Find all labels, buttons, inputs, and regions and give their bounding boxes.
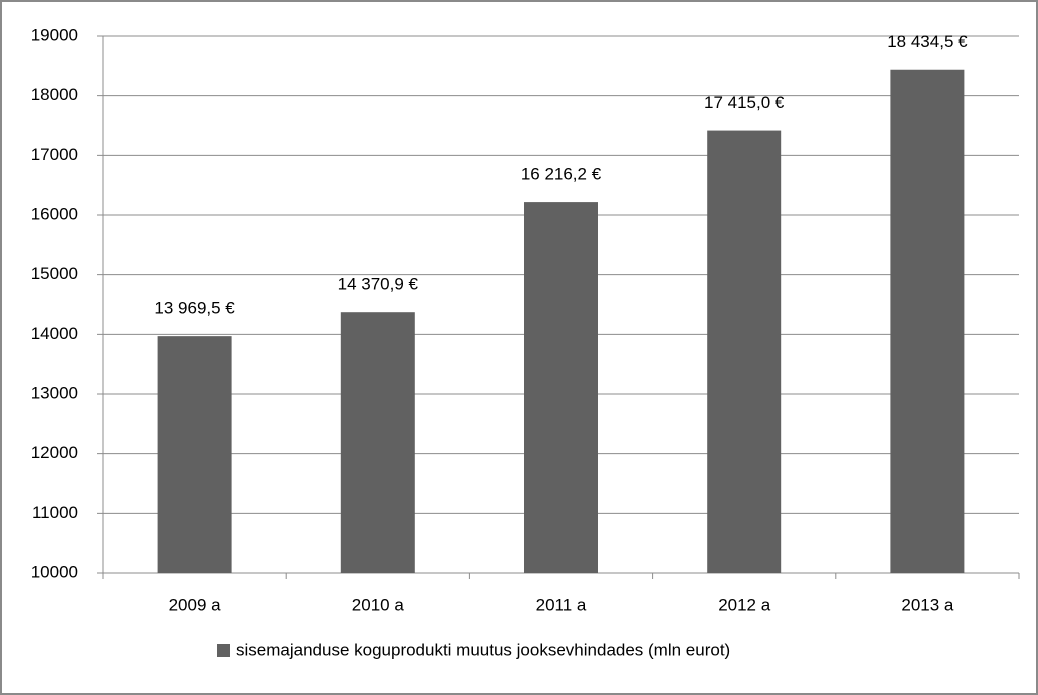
- x-tick-label: 2011 a: [536, 595, 587, 614]
- data-label: 17 415,0 €: [704, 93, 785, 112]
- data-label: 14 370,9 €: [338, 275, 419, 294]
- bar: [707, 130, 782, 574]
- data-label: 13 969,5 €: [154, 299, 235, 318]
- bar: [340, 312, 415, 573]
- y-tick-label: 11000: [32, 503, 78, 522]
- x-tick-label: 2009 a: [169, 595, 222, 614]
- y-tick-label: 12000: [31, 443, 78, 462]
- y-tick-label: 13000: [31, 383, 78, 402]
- y-tick-label: 19000: [31, 25, 78, 44]
- y-tick-label: 16000: [31, 204, 78, 223]
- data-label: 16 216,2 €: [521, 165, 602, 184]
- x-tick-label: 2013 a: [901, 595, 954, 614]
- legend-swatch: [217, 644, 230, 657]
- y-tick-label: 10000: [31, 562, 78, 581]
- y-tick-label: 14000: [31, 324, 78, 343]
- x-tick-label: 2010 a: [352, 595, 405, 614]
- data-label: 18 434,5 €: [887, 32, 968, 51]
- y-tick-label: 17000: [31, 145, 78, 164]
- legend-label: sisemajanduse koguprodukti muutus jookse…: [236, 640, 730, 659]
- bar: [157, 336, 232, 573]
- y-tick-label: 15000: [31, 264, 78, 283]
- bar: [890, 69, 965, 573]
- y-tick-label: 18000: [31, 85, 78, 104]
- x-tick-label: 2012 a: [718, 595, 771, 614]
- bar: [524, 202, 598, 573]
